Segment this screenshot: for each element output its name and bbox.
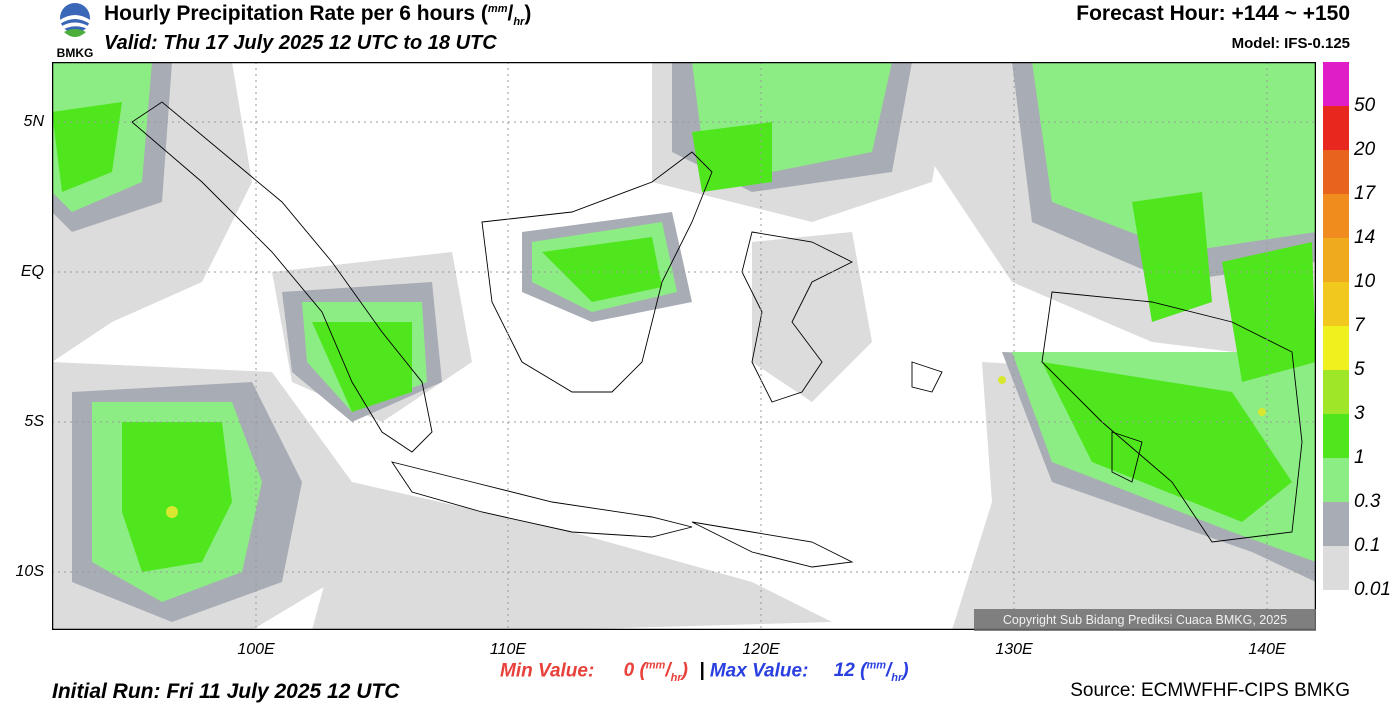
lat-label-5s: 5S: [24, 413, 44, 430]
min-unit-den: hr: [670, 672, 682, 685]
separator: |: [699, 660, 705, 682]
title-text: Hourly Precipitation Rate per 6 hours: [104, 2, 476, 25]
color-scale-swatch: [1323, 194, 1349, 238]
color-scale-label: 0.3: [1354, 491, 1381, 512]
lat-label-10s: 10S: [15, 563, 44, 580]
lat-label-5n: 5N: [23, 113, 44, 130]
title-unit-num: mm: [487, 3, 508, 15]
color-scale: [1323, 62, 1349, 590]
title-unit-den: hr: [513, 16, 525, 29]
valid-time: Valid: Thu 17 July 2025 12 UTC to 18 UTC: [104, 32, 497, 54]
color-scale-swatch: [1323, 414, 1349, 458]
copyright-notice: Copyright Sub Bidang Prediksi Cuaca BMKG…: [974, 609, 1316, 631]
initial-run: Initial Run: Fri 11 July 2025 12 UTC: [52, 680, 400, 703]
min-value: 0: [623, 660, 635, 682]
color-scale-swatch: [1323, 370, 1349, 414]
lon-label-130e: 130E: [995, 641, 1033, 658]
color-scale-swatch: [1323, 150, 1349, 194]
min-value-label: Min Value:: [500, 660, 595, 682]
color-scale-label: 5: [1354, 359, 1365, 380]
model-label: Model: IFS-0.125: [1231, 35, 1350, 52]
color-scale-swatch: [1323, 62, 1349, 106]
max-value: 12: [833, 660, 855, 682]
map-canvas: [51, 61, 1317, 631]
color-scale-swatch: [1323, 458, 1349, 502]
data-source: Source: ECMWFHF-CIPS BMKG: [1070, 680, 1350, 701]
color-scale-label: 50: [1354, 95, 1376, 116]
max-value-label: Max Value:: [709, 660, 809, 682]
color-scale-label: 17: [1354, 183, 1376, 204]
lat-lon-grid: [52, 62, 1316, 630]
color-scale-swatch: [1323, 546, 1349, 590]
min-unit-num: mm: [645, 660, 666, 672]
color-scale-label: 7: [1354, 315, 1365, 336]
logo-text: BMKG: [56, 46, 94, 60]
lon-label-110e: 110E: [489, 641, 527, 658]
color-scale-label: 3: [1354, 403, 1365, 424]
color-scale-swatch: [1323, 326, 1349, 370]
color-scale-label: 1: [1354, 447, 1365, 468]
precipitation-map: [51, 61, 1317, 631]
forecast-hour: Forecast Hour: +144 ~ +150: [1076, 2, 1350, 25]
bmkg-logo-icon: [60, 3, 90, 37]
max-unit-den: hr: [891, 672, 903, 685]
lat-label-eq: EQ: [20, 263, 44, 280]
max-unit-num: mm: [866, 660, 886, 672]
lon-label-120e: 120E: [742, 641, 780, 658]
color-scale-bar: [1323, 62, 1349, 590]
coastlines: [131, 101, 1303, 568]
color-scale-label: 10: [1354, 271, 1376, 292]
chart-title: Hourly Precipitation Rate per 6 hours (m…: [104, 2, 532, 29]
color-scale-swatch: [1323, 282, 1349, 326]
rain-1-areas: [52, 102, 1316, 572]
lon-label-100e: 100E: [237, 641, 275, 658]
color-scale-label: 0.1: [1354, 535, 1381, 556]
color-scale-label: 0.01: [1354, 579, 1391, 600]
color-scale-label: 14: [1354, 227, 1376, 248]
rain-3-spots: [166, 376, 1266, 518]
lon-label-140e: 140E: [1248, 641, 1286, 658]
color-scale-swatch: [1323, 238, 1349, 282]
color-scale-swatch: [1323, 106, 1349, 150]
bmkg-logo: BMKG: [52, 2, 98, 60]
color-scale-swatch: [1323, 502, 1349, 546]
color-scale-label: 20: [1354, 139, 1376, 160]
min-max-values: Min Value: 0 (mm/hr) | Max Value: 12 (mm…: [500, 660, 909, 685]
